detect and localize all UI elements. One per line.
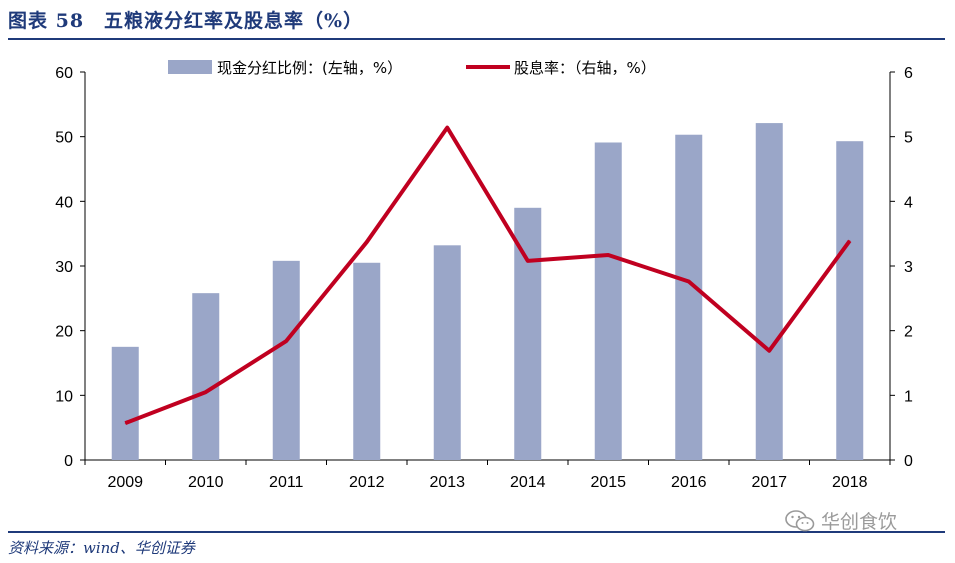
figure-title: 图表 58 五粮液分红率及股息率（%） (8, 10, 364, 32)
watermark: 华创食饮 (785, 507, 897, 534)
line-point (446, 127, 448, 129)
legend-swatch-bar (168, 60, 212, 74)
x-tick-label: 2015 (590, 474, 626, 491)
y-right-tick-label: 4 (904, 194, 913, 211)
y-right-tick-label: 2 (904, 324, 913, 341)
x-tick-label: 2010 (188, 474, 224, 491)
line-point (285, 340, 287, 342)
y-left-tick-label: 40 (55, 194, 73, 211)
x-tick-label: 2017 (751, 474, 787, 491)
line-point (527, 260, 529, 262)
y-right-tick-label: 6 (904, 65, 913, 82)
bar (353, 262, 381, 460)
line-point (607, 254, 609, 256)
bar (755, 123, 783, 460)
source-note: 资料来源：wind、华创证券 (8, 539, 195, 557)
bar (594, 142, 622, 460)
bar (272, 260, 300, 460)
line-point (366, 241, 368, 243)
x-tick-label: 2016 (671, 474, 707, 491)
y-right-tick-label: 0 (904, 453, 913, 470)
chart-legend: 现金分红比例：(左轴，%） 股息率：（右轴，%） (168, 59, 656, 77)
line-point (124, 422, 126, 424)
y-left-tick-label: 0 (64, 453, 73, 470)
x-tick-label: 2011 (269, 474, 304, 491)
x-tick-label: 2018 (832, 474, 868, 491)
y-left-tick-label: 60 (55, 65, 73, 82)
x-tick-label: 2013 (429, 474, 465, 491)
y-left-tick-label: 30 (55, 259, 73, 276)
line-point (849, 240, 851, 242)
y-right-tick-label: 1 (904, 388, 913, 405)
bar (675, 134, 703, 460)
x-tick-label: 2012 (349, 474, 385, 491)
bar (836, 141, 864, 460)
bar-series (111, 123, 864, 460)
bottom-rule (8, 531, 945, 533)
line-point (688, 281, 690, 283)
line-path (124, 125, 852, 426)
bar (433, 245, 461, 460)
bar (111, 346, 139, 460)
y-right-tick-label: 5 (904, 130, 913, 147)
bar (514, 207, 542, 460)
y-left-tick-label: 10 (55, 388, 73, 405)
line-point (205, 391, 207, 393)
y-right-tick-label: 3 (904, 259, 913, 276)
line-series (124, 125, 852, 426)
bar (192, 293, 220, 460)
legend-label-bar: 现金分红比例：(左轴，%） (217, 59, 402, 77)
x-tick-label: 2009 (107, 474, 143, 491)
legend-label-line: 股息率：（右轴，%） (514, 59, 656, 77)
x-tick-label: 2014 (510, 474, 546, 491)
watermark-text: 华创食饮 (821, 511, 898, 533)
top-rule (8, 38, 945, 40)
chart-axes: 0 10 20 30 40 50 60 0 1 2 3 4 5 6 2009 2010 2011 2012 2013… (55, 65, 913, 491)
line-point (768, 350, 770, 352)
wechat-icon (785, 509, 815, 531)
y-left-tick-label: 50 (55, 130, 73, 147)
y-left-tick-label: 20 (55, 324, 73, 341)
